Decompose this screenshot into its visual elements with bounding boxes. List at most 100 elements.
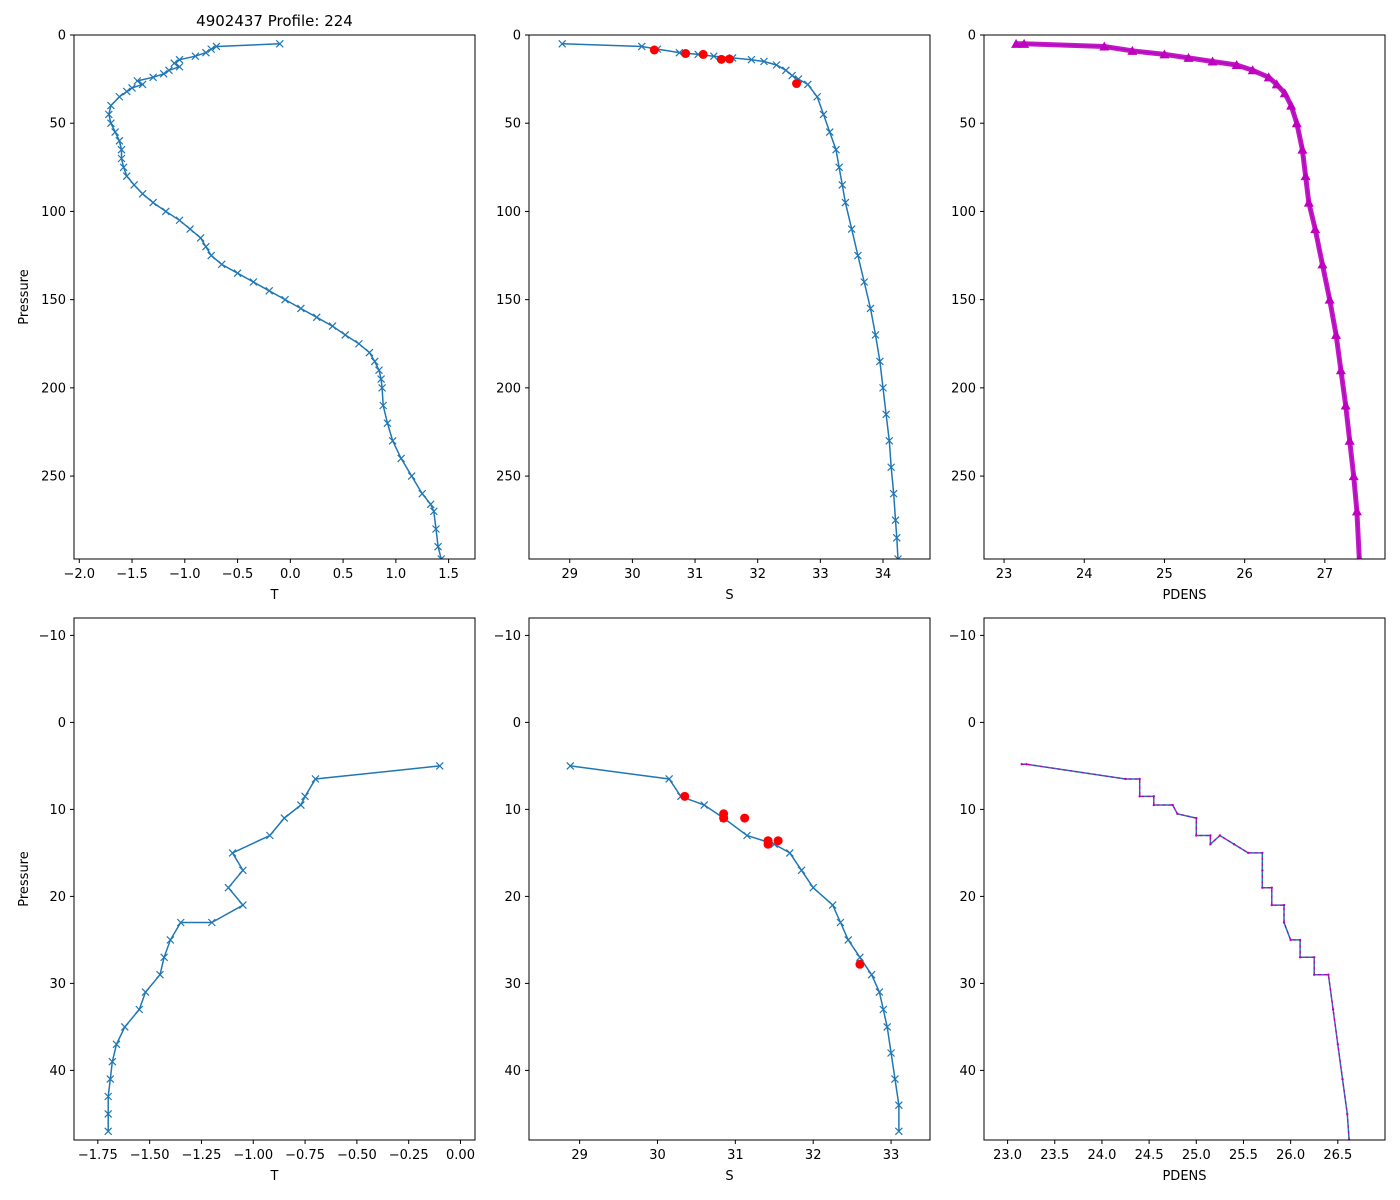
x-tick-label: −1.0 (169, 567, 201, 582)
data-point (159, 69, 168, 78)
data-point (328, 322, 337, 331)
x-tick-label: 24.5 (1135, 1148, 1164, 1163)
data-point (122, 172, 131, 181)
data-point (844, 935, 853, 944)
data-point (432, 525, 440, 533)
data-point (176, 918, 185, 927)
y-tick-label: 30 (504, 977, 521, 992)
flagged-point (680, 791, 690, 801)
x-tick-label: 25 (1156, 567, 1173, 582)
data-point (803, 80, 812, 89)
data-point (104, 1092, 113, 1101)
y-tick-label: 0 (968, 29, 976, 44)
x-tick-label: −1.25 (182, 1148, 222, 1163)
y-tick-label: 250 (41, 470, 66, 485)
y-tick-label: 150 (41, 293, 66, 308)
x-tick-label: 1.0 (386, 567, 407, 582)
flagged-point (792, 79, 802, 89)
data-point (797, 866, 806, 875)
data-point (854, 251, 862, 260)
data-point (107, 119, 115, 128)
data-point (828, 901, 837, 910)
data-point (201, 242, 210, 251)
data-point (785, 848, 794, 857)
data-point (160, 953, 169, 962)
data-point (887, 1049, 895, 1057)
data-point (119, 163, 128, 172)
x-tick-label: 0.00 (446, 1148, 475, 1163)
data-point (104, 1127, 113, 1136)
data-point (265, 831, 274, 840)
y-tick-label: 40 (49, 1064, 66, 1079)
data-point (566, 761, 575, 770)
y-tick-label: 200 (496, 381, 521, 396)
x-tick-label: −2.0 (63, 567, 95, 582)
y-tick-label: 50 (959, 117, 976, 132)
flagged-point (855, 959, 865, 969)
data-point (700, 801, 709, 809)
data-point (115, 136, 124, 145)
data-point (891, 1075, 899, 1084)
x-tick-label: 24 (1076, 567, 1093, 582)
data-point (887, 463, 896, 472)
plot-area (558, 39, 902, 559)
plot-area (1020, 762, 1351, 1140)
data-point (135, 1005, 144, 1014)
data-point (889, 489, 898, 498)
y-tick-label: 20 (49, 890, 66, 905)
data-point (760, 57, 768, 66)
data-point (781, 66, 790, 75)
data-point (111, 128, 120, 136)
data-point (141, 988, 150, 997)
data-point (275, 39, 284, 48)
plot-area (1011, 38, 1363, 559)
axes-frame (73, 617, 476, 1141)
data-point (665, 775, 674, 783)
data-point (175, 55, 184, 64)
data-point (875, 357, 884, 366)
series-line (1021, 763, 1350, 1140)
x-tick-label: 31 (727, 1148, 744, 1163)
data-point (879, 1005, 888, 1014)
data-point (107, 101, 115, 110)
x-tick-label: 32 (805, 1148, 822, 1163)
plot-area (566, 761, 903, 1136)
data-point (434, 542, 442, 551)
data-point (138, 189, 147, 198)
data-point (379, 401, 388, 410)
flagged-point (740, 813, 750, 823)
flagged-point (681, 49, 691, 59)
y-tick-label: 30 (49, 977, 66, 992)
data-point (860, 278, 869, 286)
data-point (892, 533, 901, 542)
data-point (233, 269, 242, 278)
data-point (207, 918, 216, 927)
data-point (426, 500, 435, 509)
data-point (832, 145, 840, 154)
data-point (249, 278, 258, 286)
data-point (882, 410, 891, 419)
data-point (112, 1040, 121, 1049)
data-point (115, 92, 124, 101)
x-tick-label: 25.5 (1229, 1148, 1258, 1163)
data-point (397, 454, 406, 463)
data-point (871, 331, 880, 339)
data-point (341, 331, 350, 339)
y-tick-label: 0 (58, 716, 66, 731)
data-point (238, 901, 247, 910)
x-tick-label: −0.50 (337, 1148, 377, 1163)
y-tick-label: 50 (504, 117, 521, 132)
data-point (378, 383, 387, 392)
figure-title: 4902437 Profile: 224 (196, 12, 353, 30)
y-tick-label: 250 (951, 470, 976, 485)
flagged-point (719, 813, 729, 823)
data-point (156, 970, 164, 979)
flagged-point (763, 839, 773, 849)
flagged-point (725, 54, 734, 64)
y-tick-label: 0 (968, 716, 976, 731)
x-tick-label: 23 (996, 567, 1013, 582)
y-tick-label: 10 (49, 803, 66, 818)
data-point (847, 225, 856, 233)
